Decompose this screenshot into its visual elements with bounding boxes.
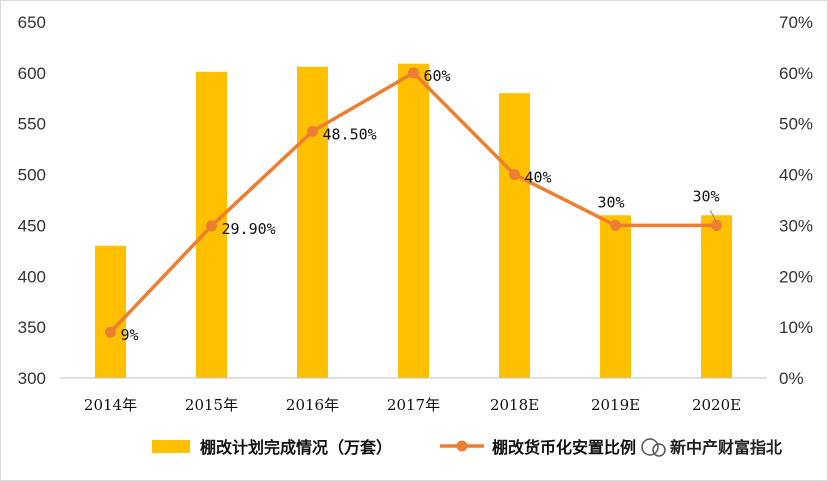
y-right-tick-label: 40% — [779, 166, 813, 185]
bar — [95, 245, 126, 378]
line-point — [408, 67, 419, 79]
wechat-icon — [641, 438, 659, 456]
y-right-tick-label: 20% — [779, 267, 813, 286]
x-tick-label: 2014年 — [84, 396, 137, 414]
data-label: 9% — [121, 326, 139, 344]
y-left-tick-label: 350 — [18, 318, 46, 337]
line-point — [509, 169, 520, 181]
y-left-tick-label: 650 — [18, 13, 46, 32]
line-point — [610, 219, 621, 231]
leader-line — [710, 210, 716, 221]
legend: 棚改计划完成情况（万套） 棚改货币化安置比例 — [152, 438, 636, 457]
line-point — [711, 219, 722, 231]
data-label: 48.50% — [323, 125, 377, 143]
bar — [701, 215, 732, 378]
right-axis: 0% 10% 20% 30% 40% 50% 60% 70% — [779, 13, 813, 388]
x-tick-label: 2017年 — [387, 396, 440, 414]
y-right-tick-label: 70% — [779, 13, 813, 32]
x-tick-label: 2018E — [490, 396, 539, 414]
y-left-tick-label: 600 — [18, 64, 46, 83]
bar — [499, 93, 530, 378]
y-right-tick-label: 60% — [779, 64, 813, 83]
y-left-tick-label: 450 — [18, 216, 46, 235]
bar — [600, 215, 631, 378]
line-point — [105, 326, 116, 338]
y-right-tick-label: 10% — [779, 318, 813, 337]
legend-swatch-bar — [152, 440, 190, 453]
y-left-tick-label: 500 — [18, 166, 46, 185]
bar — [398, 63, 429, 379]
data-label: 40% — [525, 169, 552, 187]
left-axis: 300 350 400 450 500 550 600 650 — [18, 13, 46, 388]
y-left-tick-label: 550 — [18, 115, 46, 134]
x-tick-label: 2016年 — [286, 396, 339, 414]
watermark-text: 新中产财富指北 — [670, 438, 782, 457]
y-right-tick-label: 30% — [779, 216, 813, 235]
data-label: 60% — [424, 67, 451, 85]
line-point — [206, 220, 217, 232]
bar-series — [95, 63, 732, 379]
y-right-tick-label: 50% — [779, 115, 813, 134]
data-label: 30% — [693, 187, 720, 205]
bar — [297, 66, 328, 379]
watermark: 新中产财富指北 — [638, 432, 826, 462]
x-axis: 2014年 2015年 2016年 2017年 2018E 2019E 2020E — [84, 396, 741, 414]
wechat-icon-secondary — [652, 443, 666, 457]
x-tick-label: 2015年 — [185, 396, 238, 414]
y-left-tick-label: 300 — [18, 369, 46, 388]
x-tick-label: 2020E — [692, 396, 741, 414]
watermark-backdrop — [638, 432, 826, 462]
data-label: 29.90% — [222, 220, 276, 238]
line-point — [307, 125, 318, 137]
line-series — [105, 67, 722, 338]
legend-label-line: 棚改货币化安置比例 — [492, 438, 636, 457]
data-label: 30% — [598, 193, 625, 211]
y-left-tick-label: 400 — [18, 267, 46, 286]
legend-label-bar: 棚改计划完成情况（万套） — [200, 438, 392, 457]
data-labels: 9% 29.90% 48.50% 60% 40% 30% 30% — [121, 67, 720, 344]
legend-swatch-point — [456, 440, 468, 452]
y-right-tick-label: 0% — [779, 369, 804, 388]
x-tick-label: 2019E — [591, 396, 640, 414]
